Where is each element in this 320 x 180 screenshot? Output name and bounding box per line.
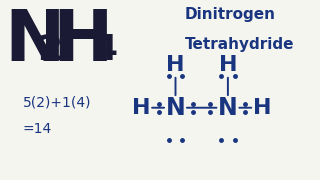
Text: H: H [52,7,113,76]
Text: 5(2)+1(4): 5(2)+1(4) [23,95,92,109]
Text: N: N [166,96,185,120]
Text: 4: 4 [92,33,117,67]
Text: Tetrahydride: Tetrahydride [185,37,294,52]
Text: 2: 2 [37,33,62,67]
Text: =14: =14 [23,122,52,136]
Text: H: H [166,55,185,75]
Text: H: H [219,55,237,75]
Text: N: N [4,7,65,76]
Text: H: H [132,98,151,118]
Text: N: N [218,96,238,120]
Text: H: H [252,98,271,118]
Text: Dinitrogen: Dinitrogen [185,7,276,22]
